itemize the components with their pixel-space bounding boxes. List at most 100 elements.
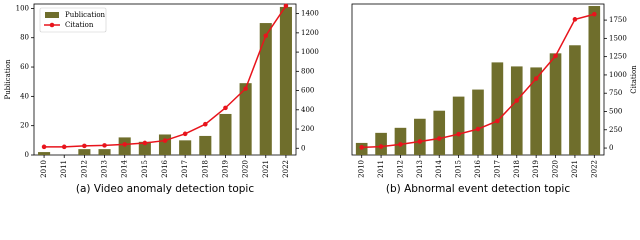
bar [394,127,407,155]
y-tick-label: 20 [20,122,29,130]
x-tick-label: 2018 [201,160,209,178]
figure: 0204060801000200400600800100012001400Pub… [4,3,638,195]
x-tick-label: 2019 [532,160,540,178]
y2-tick-label: 1750 [609,16,627,24]
point [553,53,558,59]
caption: (a) Video anomaly detection topic [76,183,254,195]
point [162,138,168,143]
x-tick-label: 2012 [396,160,404,178]
x-tick-label: 2010 [40,160,48,178]
point [82,143,87,149]
x-tick-label: 2021 [571,160,579,178]
bar [375,132,387,155]
point [475,126,481,132]
x-tick-label: 2017 [493,160,501,178]
point [203,121,208,127]
point [378,144,384,149]
bar [138,141,151,155]
x-tick-label: 2020 [242,160,250,178]
bar [472,89,484,155]
point [436,136,442,141]
bar [199,135,212,155]
legend-label: Citation [65,21,94,29]
y2-axis-label: Citation [630,65,638,94]
bar [510,66,523,155]
bar [219,113,232,155]
y-tick-label: 40 [20,92,29,100]
x-tick-label: 2010 [358,160,366,178]
x-tick-label: 2011 [60,160,68,178]
x-tick-label: 2020 [552,160,560,178]
y2-tick-label: 600 [301,87,314,95]
y2-tick-label: 1000 [609,71,627,79]
x-tick-label: 2017 [181,160,189,178]
x-tick-label: 2016 [474,159,482,177]
bar [158,134,172,155]
bar [279,6,292,156]
legend-swatch [49,22,55,28]
x-tick-label: 2013 [101,160,109,178]
point [398,142,403,147]
y2-tick-label: 1200 [301,29,319,37]
bar [98,149,111,155]
point [359,145,364,150]
point [263,33,269,39]
x-tick-label: 2022 [282,160,290,178]
x-tick-label: 2015 [455,160,463,178]
bar [452,96,465,155]
y-tick-label: 0 [25,151,29,159]
point [142,140,148,146]
y2-tick-label: 0 [301,144,305,152]
point [592,11,597,17]
point [283,3,289,9]
legend-swatch [45,12,59,18]
x-tick-label: 2011 [377,160,385,178]
y2-tick-label: 1250 [609,53,627,61]
x-tick-label: 2014 [121,159,129,177]
y2-tick-label: 250 [609,126,622,134]
y2-tick-label: 500 [609,107,622,115]
bar [78,149,91,155]
x-tick-label: 2012 [80,160,88,178]
y-tick-label: 100 [16,4,29,12]
x-tick-label: 2013 [416,160,424,178]
x-tick-label: 2022 [590,160,598,178]
x-tick-label: 2015 [141,160,149,178]
bar [239,83,252,155]
point [572,17,578,22]
x-tick-label: 2016 [161,159,169,177]
point [243,86,248,91]
point [456,131,461,137]
point [61,144,67,150]
point [122,142,127,147]
x-tick-label: 2019 [221,160,229,178]
bar [179,140,192,155]
y-tick-label: 80 [20,34,29,42]
bar [414,118,426,155]
y-axis-label: Publication [4,59,12,100]
y2-tick-label: 1000 [301,48,319,56]
bar [259,23,272,155]
bar [569,45,581,156]
y2-tick-label: 0 [609,144,613,152]
point [533,76,539,81]
point [495,118,500,124]
bar [433,110,446,155]
point [223,105,228,111]
y2-tick-label: 200 [301,125,314,133]
point [182,131,188,137]
legend-label: Publication [65,11,106,19]
bar [491,62,504,155]
y2-tick-label: 800 [301,67,314,75]
y2-tick-label: 750 [609,89,622,97]
y-tick-label: 60 [20,63,29,71]
point [514,98,520,103]
point [41,144,47,150]
x-tick-label: 2014 [435,159,443,177]
point [102,143,107,148]
x-tick-label: 2021 [262,160,270,178]
point [417,139,423,144]
x-tick-label: 2018 [513,160,521,178]
y2-tick-label: 400 [301,106,314,114]
bar [549,53,562,155]
